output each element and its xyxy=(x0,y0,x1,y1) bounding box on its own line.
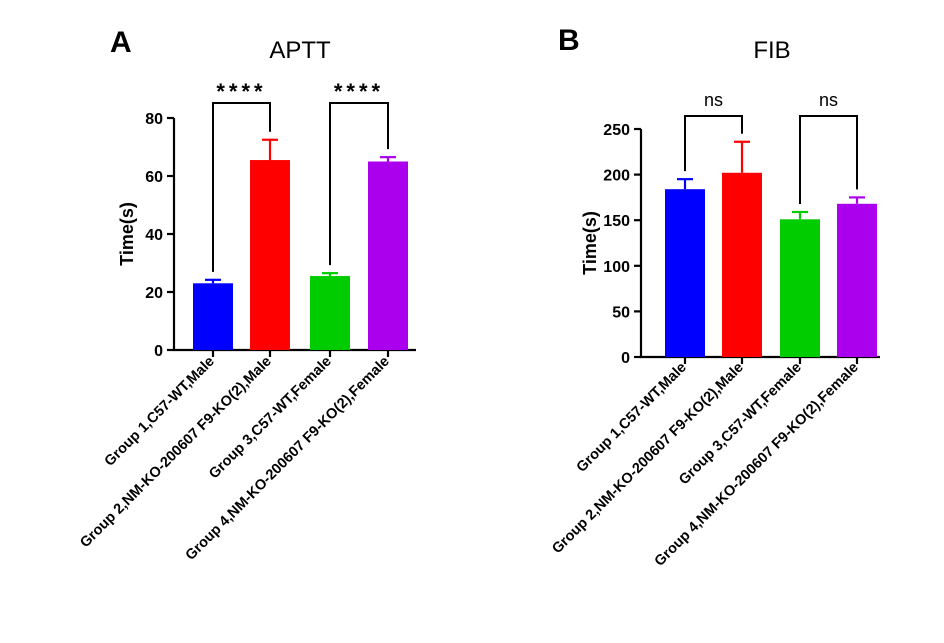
panel-b-y-axis-label: Time(s) xyxy=(580,211,600,275)
panel-a-bar-3 xyxy=(310,276,350,350)
panel-a-y-tick-label: 40 xyxy=(145,227,163,244)
panel-a-significance-label: **** xyxy=(334,79,384,104)
panel-a-y-axis-label: Time(s) xyxy=(117,202,137,266)
panel-b-bar-2 xyxy=(722,172,762,357)
panel-a-title: APTT xyxy=(269,37,331,64)
panel-b-y-tick-label: 150 xyxy=(603,213,630,230)
panel-a-significance-bracket xyxy=(212,102,271,272)
panel-b-significance-label: ns xyxy=(819,90,838,110)
panel-b-significance-bracket xyxy=(684,115,743,172)
panel-b-bar-3 xyxy=(780,219,820,357)
panel-b-bar-4 xyxy=(837,203,877,357)
panel-a-y-tick-label: 60 xyxy=(145,169,163,186)
panel-b-category-label: Group 1,C57-WT,Male xyxy=(574,360,690,476)
panel-b-y-tick-label: 100 xyxy=(603,259,630,276)
panel-a: A APTT Time(s) 0 20 40 60 80 Group 1,C57-WT,Male… xyxy=(77,26,416,564)
panel-a-letter: A xyxy=(110,26,132,59)
panel-b-y-tick-label: 250 xyxy=(603,122,630,139)
panel-b-y-tick-label: 0 xyxy=(621,350,630,367)
panel-b-significance-bracket xyxy=(799,115,858,204)
panel-a-y-tick-label: 0 xyxy=(154,343,163,360)
panel-b-letter: B xyxy=(558,24,580,57)
panel-a-category-label: Group 4,NM-KO-200607 F9-KO(2),Female xyxy=(183,354,393,564)
panel-a-significance-bracket xyxy=(329,102,389,266)
panel-b-category-label: Group 4,NM-KO-200607 F9-KO(2),Female xyxy=(652,360,862,570)
panel-a-bar-1 xyxy=(193,283,233,350)
panel-b: B FIB Time(s) 0 50 100 150 200 250 Group 1,C57-WT… xyxy=(549,24,880,570)
panel-a-significance-label: **** xyxy=(216,79,266,104)
panel-b-bar-1 xyxy=(665,189,705,357)
panel-b-y-tick-label: 200 xyxy=(603,168,630,185)
panel-a-bar-4 xyxy=(368,161,408,350)
panel-b-title: FIB xyxy=(753,37,790,64)
panel-b-y-tick-label: 50 xyxy=(612,304,630,321)
panel-a-bar-2 xyxy=(250,160,290,350)
panel-b-significance-label: ns xyxy=(704,90,723,110)
panel-a-y-tick-label: 80 xyxy=(145,111,163,128)
panel-a-category-label: Group 3,C57-WT,Female xyxy=(206,354,335,483)
panel-a-y-tick-label: 20 xyxy=(145,285,163,302)
panel-a-category-label: Group 1,C57-WT,Male xyxy=(102,354,218,470)
